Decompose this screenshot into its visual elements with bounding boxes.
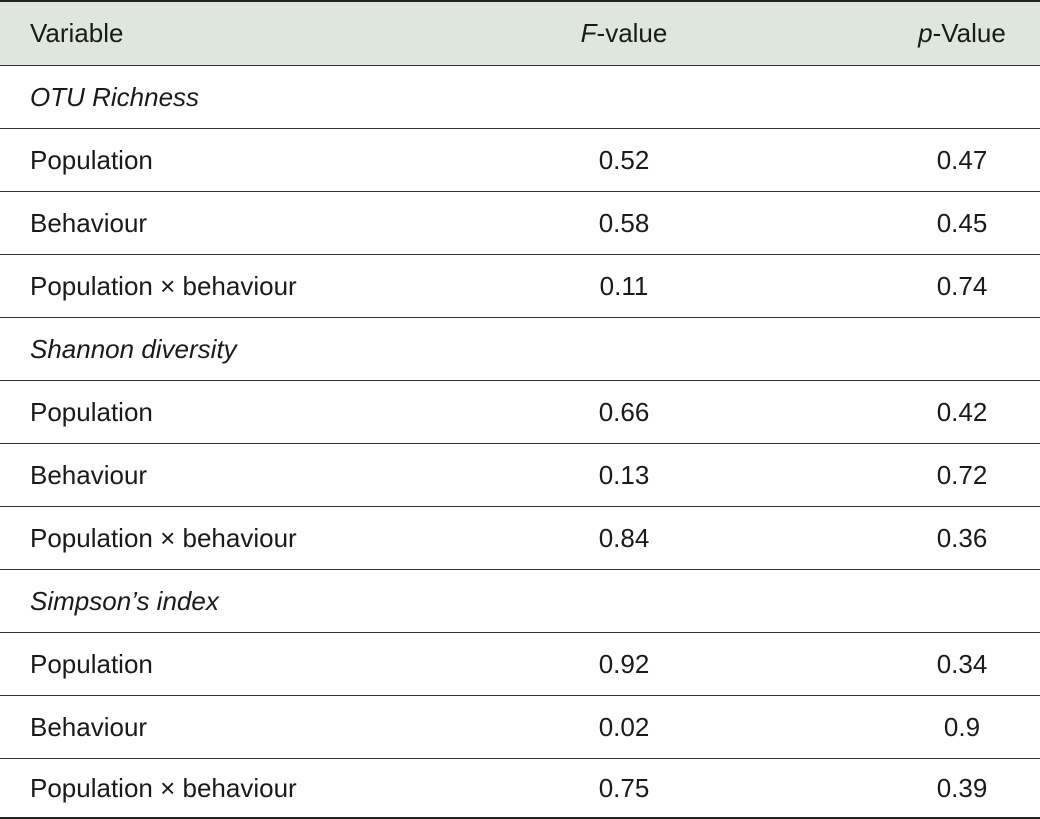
cell-p-value: 0.45 bbox=[936, 207, 988, 238]
table-row: Behaviour 0.13 0.72 bbox=[0, 444, 1040, 507]
cell-variable: Behaviour bbox=[30, 711, 148, 742]
p-symbol: p bbox=[918, 18, 933, 48]
cell-f-value: 0.66 bbox=[598, 396, 650, 427]
column-header-p-value: p -Value bbox=[862, 2, 1040, 65]
section-row: OTU Richness bbox=[0, 66, 1040, 129]
table-row: Behaviour 0.02 0.9 bbox=[0, 696, 1040, 759]
section-row: Simpson’s index bbox=[0, 570, 1040, 633]
cell-variable: Population bbox=[30, 144, 153, 175]
cell-variable: Population bbox=[30, 648, 153, 679]
section-label: Simpson’s index bbox=[30, 585, 219, 616]
cell-f-value: 0.75 bbox=[598, 772, 650, 803]
section-label: Shannon diversity bbox=[30, 333, 237, 364]
cell-p-value: 0.72 bbox=[936, 459, 988, 490]
cell-variable: Population × behaviour bbox=[30, 522, 297, 553]
cell-p-value: 0.34 bbox=[936, 648, 988, 679]
table-row: Population 0.52 0.47 bbox=[0, 129, 1040, 192]
cell-p-value: 0.9 bbox=[943, 711, 981, 742]
table-row: Population × behaviour 0.75 0.39 bbox=[0, 759, 1040, 819]
table-header-row: Variable F -value p -Value bbox=[0, 2, 1040, 66]
cell-p-value: 0.42 bbox=[936, 396, 988, 427]
cell-f-value: 0.84 bbox=[598, 522, 650, 553]
table-body: OTU Richness Population 0.52 0.47 Behaviour 0… bbox=[0, 66, 1040, 819]
f-symbol: F bbox=[580, 18, 597, 48]
f-suffix: -value bbox=[596, 18, 668, 48]
cell-f-value: 0.92 bbox=[598, 648, 650, 679]
section-row: Shannon diversity bbox=[0, 318, 1040, 381]
table-row: Population × behaviour 0.84 0.36 bbox=[0, 507, 1040, 570]
cell-f-value: 0.02 bbox=[598, 711, 650, 742]
cell-variable: Population bbox=[30, 396, 153, 427]
cell-variable: Behaviour bbox=[30, 207, 148, 238]
column-header-variable: Variable bbox=[30, 18, 124, 48]
cell-variable: Behaviour bbox=[30, 459, 148, 490]
table-row: Population × behaviour 0.11 0.74 bbox=[0, 255, 1040, 318]
cell-f-value: 0.13 bbox=[598, 459, 650, 490]
cell-p-value: 0.36 bbox=[936, 522, 988, 553]
cell-p-value: 0.47 bbox=[936, 144, 988, 175]
cell-variable: Population × behaviour bbox=[30, 270, 297, 301]
table-row: Population 0.66 0.42 bbox=[0, 381, 1040, 444]
table-row: Behaviour 0.58 0.45 bbox=[0, 192, 1040, 255]
p-suffix: -Value bbox=[932, 18, 1006, 48]
cell-p-value: 0.39 bbox=[936, 772, 988, 803]
cell-p-value: 0.74 bbox=[936, 270, 988, 301]
section-label: OTU Richness bbox=[30, 81, 200, 112]
column-header-f-value: F -value bbox=[524, 2, 724, 65]
table-row: Population 0.92 0.34 bbox=[0, 633, 1040, 696]
cell-f-value: 0.52 bbox=[598, 144, 650, 175]
cell-f-value: 0.11 bbox=[599, 270, 649, 301]
cell-f-value: 0.58 bbox=[598, 207, 650, 238]
cell-variable: Population × behaviour bbox=[30, 772, 297, 803]
